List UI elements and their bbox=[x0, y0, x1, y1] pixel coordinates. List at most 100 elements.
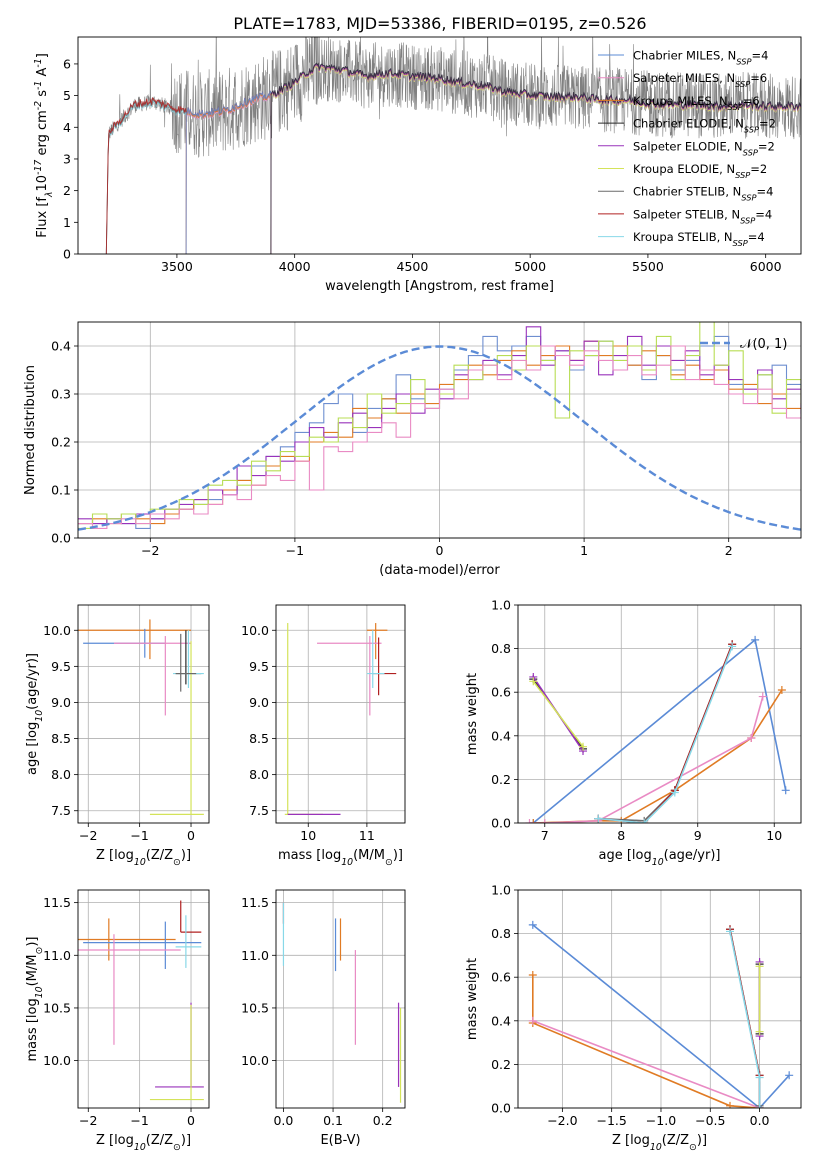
y-tick-label: 5 bbox=[63, 88, 71, 103]
spectrum-axes: 3500 4000 4500 5000 5500 6000 0 1 2 3 4 5 6 wavelengt… bbox=[33, 36, 802, 294]
histogram-step-hist_e bbox=[78, 345, 801, 529]
x-axis-label: age [log10(age/yr)] bbox=[599, 848, 721, 868]
y-axis-label: Normed distribution bbox=[23, 365, 38, 495]
x-tick-label: 10 bbox=[766, 828, 782, 843]
weight-line-kroupa_miles bbox=[532, 975, 760, 1108]
y-tick-label: 9.5 bbox=[249, 659, 269, 674]
legend-label: Salpeter MILES, NSSP=6 bbox=[633, 71, 767, 89]
legend-label: Chabrier STELIB, NSSP=4 bbox=[633, 185, 773, 203]
weight_vs_age-axes: 7 8 9 10 0.0 0.2 0.4 0.6 0.8 1.0 age [log10(age/yr… bbox=[465, 598, 802, 868]
legend-label: Chabrier MILES, NSSP=4 bbox=[633, 49, 768, 67]
y-axis-label: mass [log10(M/M⊙)] bbox=[25, 937, 45, 1062]
legend-label: Salpeter STELIB, NSSP=4 bbox=[633, 207, 772, 225]
y-tick-label: 10.5 bbox=[43, 1000, 71, 1015]
y-tick-label: 0.6 bbox=[491, 685, 511, 700]
y-tick-label: 11.0 bbox=[43, 948, 71, 963]
weight-point-marker bbox=[781, 786, 790, 795]
x-tick-label: −2 bbox=[141, 543, 159, 558]
mass_vs_Z-plot-area bbox=[78, 900, 204, 1101]
y-tick-label: 0.4 bbox=[491, 1013, 511, 1028]
y-tick-label: 8.0 bbox=[249, 767, 269, 782]
y-tick-label: 10.0 bbox=[43, 623, 71, 638]
weight-point-marker bbox=[728, 642, 737, 651]
age_vs_Z-axes: −2 −1 0 7.5 8.0 8.5 9.0 9.5 10.0 Z [log10(Z/Z⊙)] a… bbox=[25, 604, 210, 868]
legend-label: Kroupa MILES, NSSP=6 bbox=[633, 94, 760, 112]
model-spectrum-chabrier_elodie bbox=[270, 62, 801, 254]
y-tick-label: 0 bbox=[63, 247, 71, 262]
x-tick-label: 8 bbox=[617, 828, 625, 843]
age_vs_Z-plot-area bbox=[78, 619, 204, 815]
histogram-step-hist_c bbox=[78, 326, 801, 525]
x-tick-label: 0.0 bbox=[750, 1113, 770, 1128]
mass_vs_ebv-plot-area bbox=[282, 902, 402, 1103]
weight-line-kroupa_miles bbox=[533, 689, 783, 823]
weight_vs_Z-plot-area bbox=[528, 920, 794, 1108]
y-tick-label: 11.0 bbox=[241, 948, 269, 963]
y-tick-label: 11.5 bbox=[241, 895, 269, 910]
axes-frame bbox=[77, 321, 802, 539]
legend-label: Chabrier ELODIE, NSSP=2 bbox=[633, 117, 776, 135]
weight-line-chabrier_stelib bbox=[598, 643, 733, 822]
axes-frame bbox=[77, 36, 802, 255]
weight-point-marker bbox=[529, 677, 538, 686]
weight-line-kroupa_stelib bbox=[729, 931, 761, 1108]
x-tick-label: 10 bbox=[300, 828, 316, 843]
weight-point-marker bbox=[755, 1073, 764, 1082]
x-tick-label: −1 bbox=[130, 1113, 148, 1128]
y-axis-label: mass weight bbox=[465, 958, 480, 1040]
x-axis-label: Z [log10(Z/Z⊙)] bbox=[96, 1133, 191, 1153]
x-tick-label: −1 bbox=[130, 828, 148, 843]
y-tick-label: 0.0 bbox=[51, 531, 71, 546]
weight-point-marker bbox=[755, 962, 764, 971]
weight-point-marker bbox=[747, 733, 756, 742]
weight-point-marker bbox=[525, 819, 534, 823]
x-tick-label: −2.0 bbox=[547, 1113, 577, 1128]
x-tick-label: −2 bbox=[79, 1113, 97, 1128]
x-tick-label: 5500 bbox=[632, 259, 664, 274]
x-tick-label: 5000 bbox=[514, 259, 546, 274]
y-tick-label: 0.6 bbox=[491, 970, 511, 985]
y-tick-label: 8.5 bbox=[249, 731, 269, 746]
weight-point-marker bbox=[579, 742, 588, 751]
weight-point-marker bbox=[755, 1104, 764, 1108]
weight-point-marker bbox=[755, 1027, 764, 1036]
x-tick-label: 0.0 bbox=[273, 1113, 293, 1128]
x-axis-label: mass [log10(M/M⊙)] bbox=[278, 848, 403, 868]
weight-point-marker bbox=[594, 814, 603, 823]
y-tick-label: 1.0 bbox=[491, 883, 511, 898]
age_vs_mass-axes: 10 11 7.5 8.0 8.5 9.0 9.5 10.0 mass [log10(M/M⊙)… bbox=[241, 604, 406, 868]
y-tick-label: 9.0 bbox=[249, 695, 269, 710]
y-tick-label: 2 bbox=[63, 183, 71, 198]
axes-frame bbox=[517, 604, 802, 824]
y-tick-label: 9.0 bbox=[51, 695, 71, 710]
x-tick-label: −2 bbox=[79, 828, 97, 843]
spectrum-plot-area bbox=[105, 37, 801, 254]
y-tick-label: 0.4 bbox=[51, 339, 71, 354]
y-tick-label: 8.5 bbox=[51, 731, 71, 746]
x-tick-label: 2 bbox=[725, 543, 733, 558]
y-axis-label: mass weight bbox=[465, 673, 480, 755]
x-tick-label: −1.5 bbox=[596, 1113, 626, 1128]
weight-point-marker bbox=[751, 635, 760, 644]
legend-label: Salpeter ELODIE, NSSP=2 bbox=[633, 139, 775, 157]
weight-point-marker bbox=[777, 686, 786, 695]
histogram-step-hist_b bbox=[78, 340, 801, 525]
y-tick-label: 8.0 bbox=[51, 767, 71, 782]
x-tick-label: 0 bbox=[436, 543, 444, 558]
y-tick-label: 10.0 bbox=[241, 623, 269, 638]
x-tick-label: 0 bbox=[187, 828, 195, 843]
y-tick-label: 10.0 bbox=[241, 1053, 269, 1068]
weight-point-marker bbox=[540, 819, 549, 823]
y-tick-label: 0.4 bbox=[491, 728, 511, 743]
y-tick-label: 1 bbox=[63, 215, 71, 230]
x-tick-label: 11 bbox=[359, 828, 375, 843]
weight-point-marker bbox=[529, 819, 538, 823]
x-axis-label: Z [log10(Z/Z⊙)] bbox=[96, 848, 191, 868]
y-tick-label: 6 bbox=[63, 56, 71, 71]
y-tick-label: 0.1 bbox=[51, 483, 71, 498]
normal-curve bbox=[78, 345, 801, 531]
y-tick-label: 4 bbox=[63, 120, 71, 135]
weight-line-chabrier_miles bbox=[532, 924, 790, 1108]
x-tick-label: 0.2 bbox=[373, 1113, 393, 1128]
y-tick-label: 0.2 bbox=[491, 772, 511, 787]
